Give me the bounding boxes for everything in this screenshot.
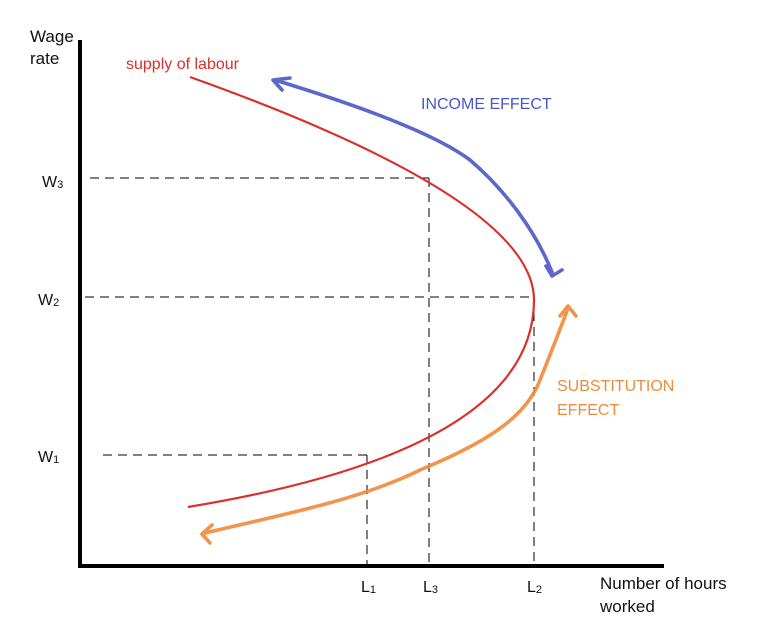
w3-label-sub: 3: [57, 179, 63, 191]
x-axis-title-line1: Number of hours: [600, 574, 727, 593]
x-axis-title-line2: worked: [599, 597, 655, 616]
w2-label-main: W: [38, 292, 54, 309]
w1-label-main: W: [38, 449, 54, 466]
l3-label-main: L: [423, 579, 432, 596]
l1-label-main: L: [361, 579, 370, 596]
income-effect-label: INCOME EFFECT: [421, 96, 552, 113]
l1-label-sub: 1: [370, 584, 376, 596]
l2-label: L2: [527, 579, 542, 596]
w1-label: W1: [38, 449, 59, 466]
substitution-effect-label-line1: SUBSTITUTION: [557, 378, 674, 395]
supply-curve: [187, 75, 536, 509]
w3-label-main: W: [42, 174, 58, 191]
l3-label-sub: 3: [432, 584, 438, 596]
w3-label: W3: [42, 174, 63, 191]
y-axis-title-line2: rate: [30, 49, 59, 68]
l1-label: L1: [361, 579, 376, 596]
substitution-effect-arrow: [200, 304, 578, 545]
y-axis-title-line1: Wage: [30, 27, 74, 46]
w1-label-sub: 1: [53, 454, 59, 466]
substitution-effect-label-line2: EFFECT: [557, 402, 619, 419]
w2-label: W2: [38, 292, 59, 309]
supply-curve-label: supply of labour: [126, 56, 240, 73]
income-effect-arrow: [271, 76, 564, 278]
l3-label: L3: [423, 579, 438, 596]
l2-label-main: L: [527, 579, 536, 596]
w2-label-sub: 2: [53, 297, 59, 309]
l2-label-sub: 2: [536, 584, 542, 596]
